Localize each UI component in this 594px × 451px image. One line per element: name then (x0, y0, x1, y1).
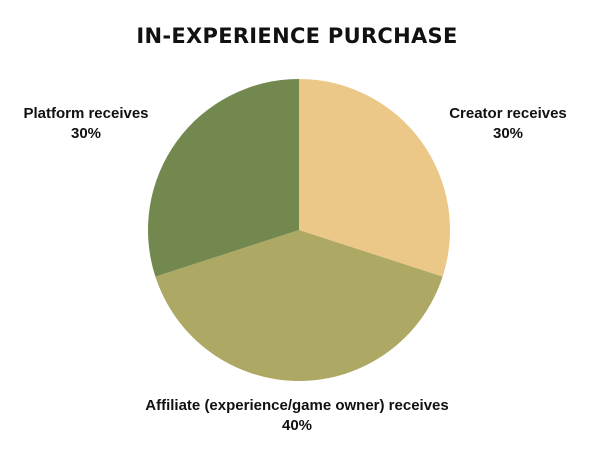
slice-name-affiliate: Affiliate (experience/game owner) receiv… (145, 397, 449, 414)
pie-slice-creator (299, 79, 450, 277)
slice-label-platform: Platform receives 30% (16, 104, 156, 144)
slice-label-affiliate: Affiliate (experience/game owner) receiv… (80, 396, 514, 436)
chart-title: IN-EXPERIENCE PURCHASE (136, 24, 458, 48)
slice-value-platform: 30% (70, 125, 102, 142)
pie-slice-platform (148, 79, 299, 277)
slice-label-creator: Creator receives 30% (438, 104, 578, 144)
slice-name-creator: Creator receives (449, 105, 567, 122)
slice-name-platform: Platform receives (23, 105, 149, 122)
slice-value-affiliate: 40% (281, 417, 313, 434)
slice-value-creator: 30% (492, 125, 524, 142)
pie-slice-affiliate (155, 230, 443, 381)
